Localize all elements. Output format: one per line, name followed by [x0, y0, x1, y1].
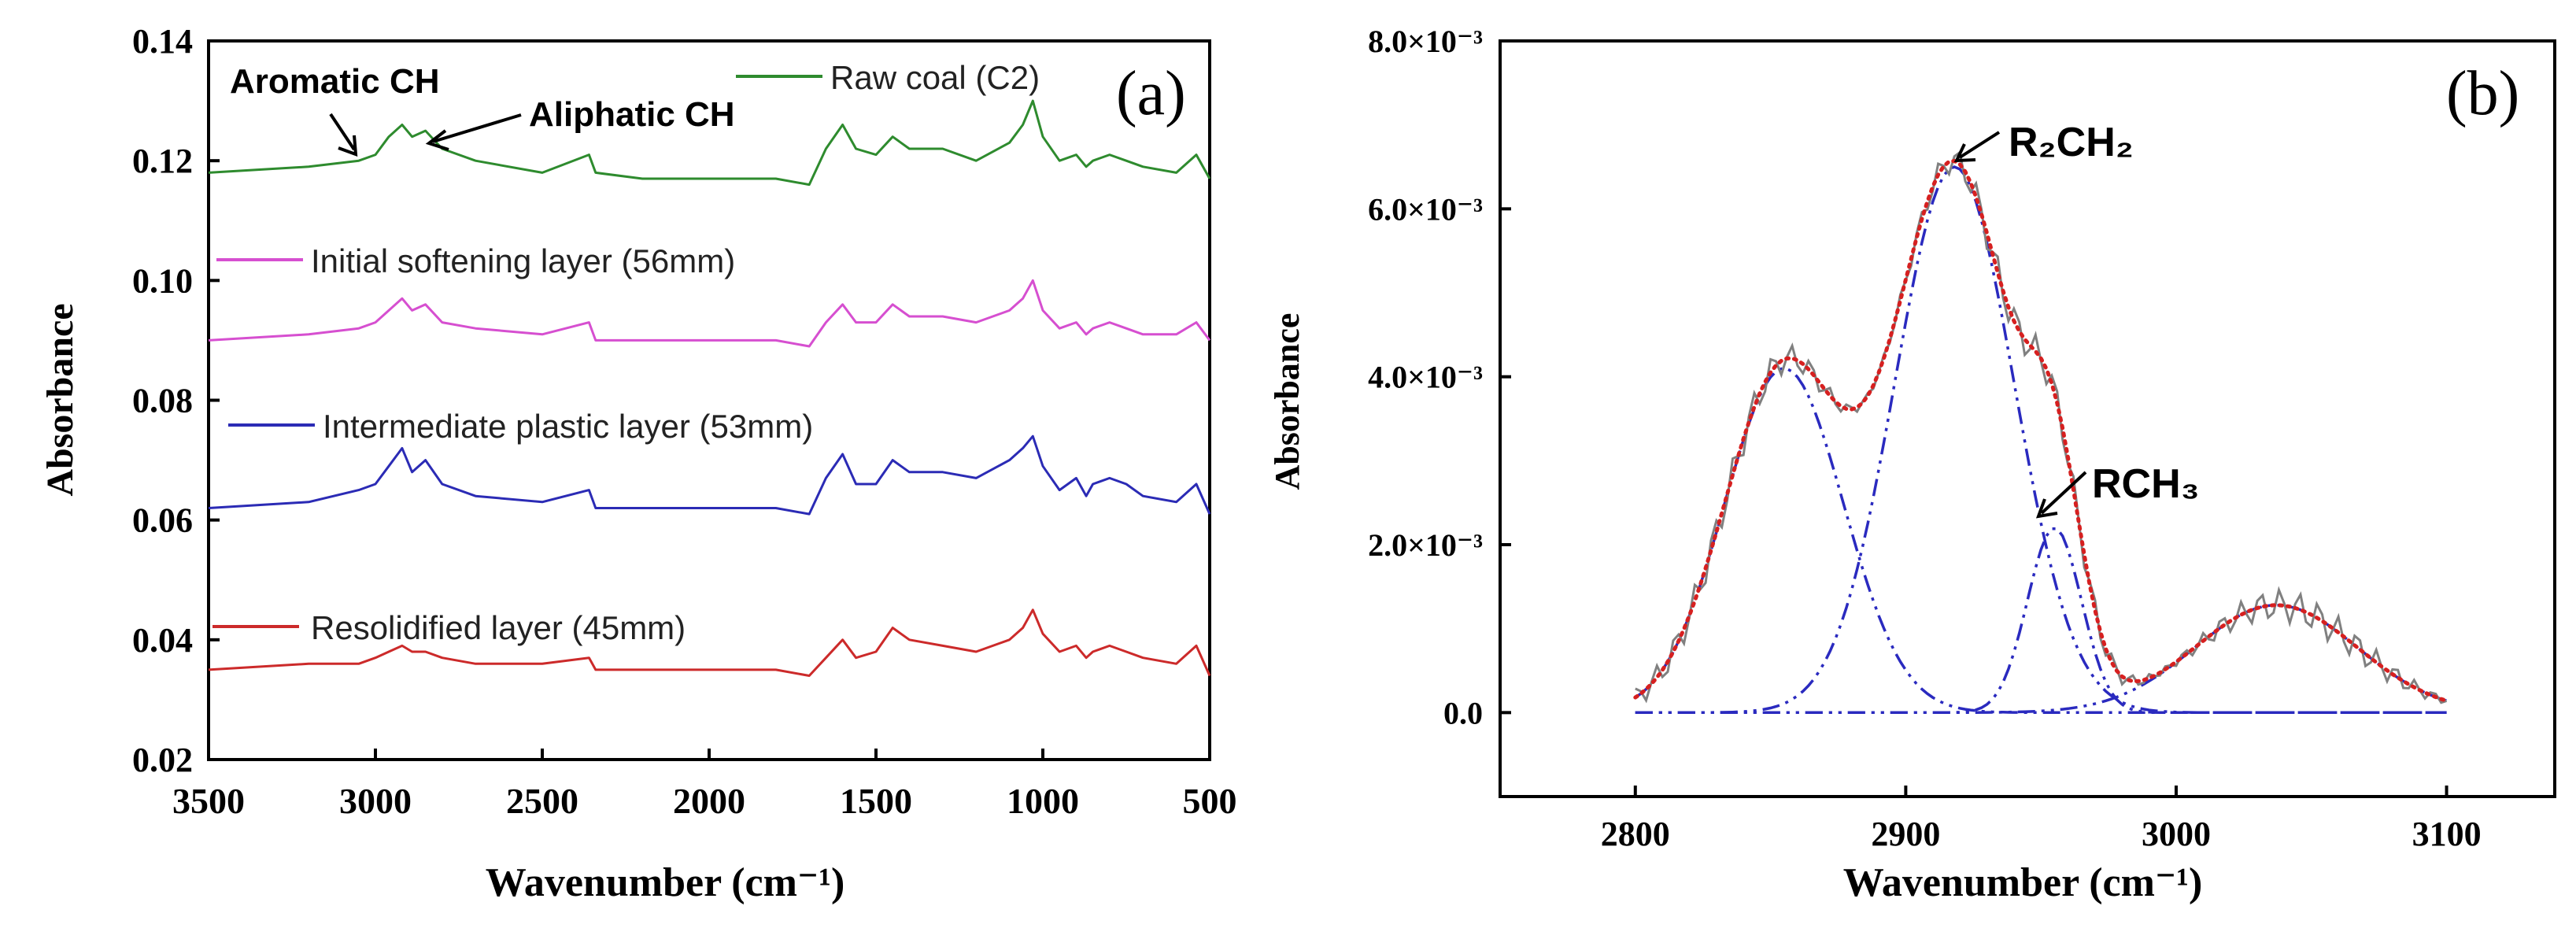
annotation-aromatic-ch: Aromatic CH: [230, 62, 440, 101]
x-tick-label-a: 500: [1183, 781, 1237, 821]
y-tick-label-b: 4.0×10⁻³: [1368, 360, 1483, 395]
y-ticks-a: 0.02 0.04 0.06 0.08 0.10 0.12 0.14: [132, 22, 220, 779]
arrow-aliphatic: [425, 113, 522, 151]
y-tick-label-a: 0.04: [132, 621, 193, 660]
y-tick-label-b: 2.0×10⁻³: [1368, 527, 1483, 563]
y-tick-label-a: 0.02: [132, 741, 193, 779]
y-ticks-b: 0.0 2.0×10⁻³ 4.0×10⁻³ 6.0×10⁻³ 8.0×10⁻³: [1368, 24, 1511, 730]
y-tick-label-a: 0.14: [132, 22, 193, 61]
series-line-1: [208, 99, 1211, 187]
series-a: [208, 99, 1211, 677]
arrow-r2ch2: [1953, 131, 2001, 163]
x-tick-label-b: 2900: [1871, 815, 1940, 853]
x-tick-label-a: 2000: [673, 781, 745, 821]
x-tick-label-a: 3000: [339, 781, 412, 821]
y-axis-label-b: Absorbance: [1268, 313, 1306, 490]
x-axis-label-b: Wavenumber (cm⁻¹): [1843, 860, 2203, 905]
legend-label-3: Intermediate plastic layer (53mm): [323, 408, 813, 445]
x-tick-label-b: 3000: [2142, 815, 2211, 853]
y-axis-label-a: Absorbance: [39, 303, 81, 496]
series-line-4: [208, 608, 1211, 677]
x-tick-label-a: 1500: [840, 781, 912, 821]
x-tick-label-a: 3500: [172, 781, 245, 821]
annotation-aliphatic-ch: Aliphatic CH: [529, 95, 735, 134]
x-ticks-a: 3500 3000 2500 2000 1500 1000 500: [172, 749, 1237, 821]
chart-a: 0.02 0.04 0.06 0.08 0.10 0.12 0.14 3500 3000 250…: [39, 22, 1237, 905]
x-axis-label-a: Wavenumber (cm⁻¹): [486, 860, 845, 905]
x-tick-label-a: 2500: [506, 781, 578, 821]
annotation-rch3: RCH₃: [2092, 461, 2200, 507]
legend-label-2: Initial softening layer (56mm): [311, 242, 735, 279]
x-ticks-b: 2800 2900 3000 3100: [1601, 786, 2482, 853]
chart-b: 0.0 2.0×10⁻³ 4.0×10⁻³ 6.0×10⁻³ 8.0×10⁻³ 2800…: [1268, 24, 2556, 905]
legend-label-4: Resolidified layer (45mm): [311, 609, 686, 646]
x-tick-label-b: 3100: [2412, 815, 2482, 853]
y-tick-label-b: 0.0: [1443, 695, 1483, 730]
series-b: [1633, 150, 2449, 715]
series-line-3: [208, 434, 1211, 516]
x-tick-label-a: 1000: [1007, 781, 1079, 821]
y-tick-label-a: 0.10: [132, 261, 193, 300]
series-line-2: [208, 279, 1211, 348]
y-tick-label-a: 0.08: [132, 382, 193, 420]
panel-label-b: (b): [2446, 59, 2519, 128]
fitted-curve: [1633, 158, 2449, 703]
y-tick-label-b: 8.0×10⁻³: [1368, 24, 1483, 59]
arrow-rch3: [2035, 471, 2087, 519]
y-tick-label-b: 6.0×10⁻³: [1368, 191, 1483, 227]
arrow-aromatic: [329, 113, 358, 157]
legend-label-1: Raw coal (C2): [830, 59, 1040, 96]
plot-frame-b: [1499, 39, 2556, 798]
x-tick-label-b: 2800: [1601, 815, 1670, 853]
annotation-r2ch2: R₂CH₂: [2009, 120, 2134, 165]
legend-a: Raw coal (C2) Initial softening layer (56…: [213, 59, 1040, 646]
y-tick-label-a: 0.06: [132, 501, 193, 540]
panel-label-a: (a): [1116, 59, 1186, 128]
y-tick-label-a: 0.12: [132, 142, 193, 180]
measured-spectrum: [1635, 150, 2448, 704]
component-peak-1: [1634, 367, 2447, 715]
